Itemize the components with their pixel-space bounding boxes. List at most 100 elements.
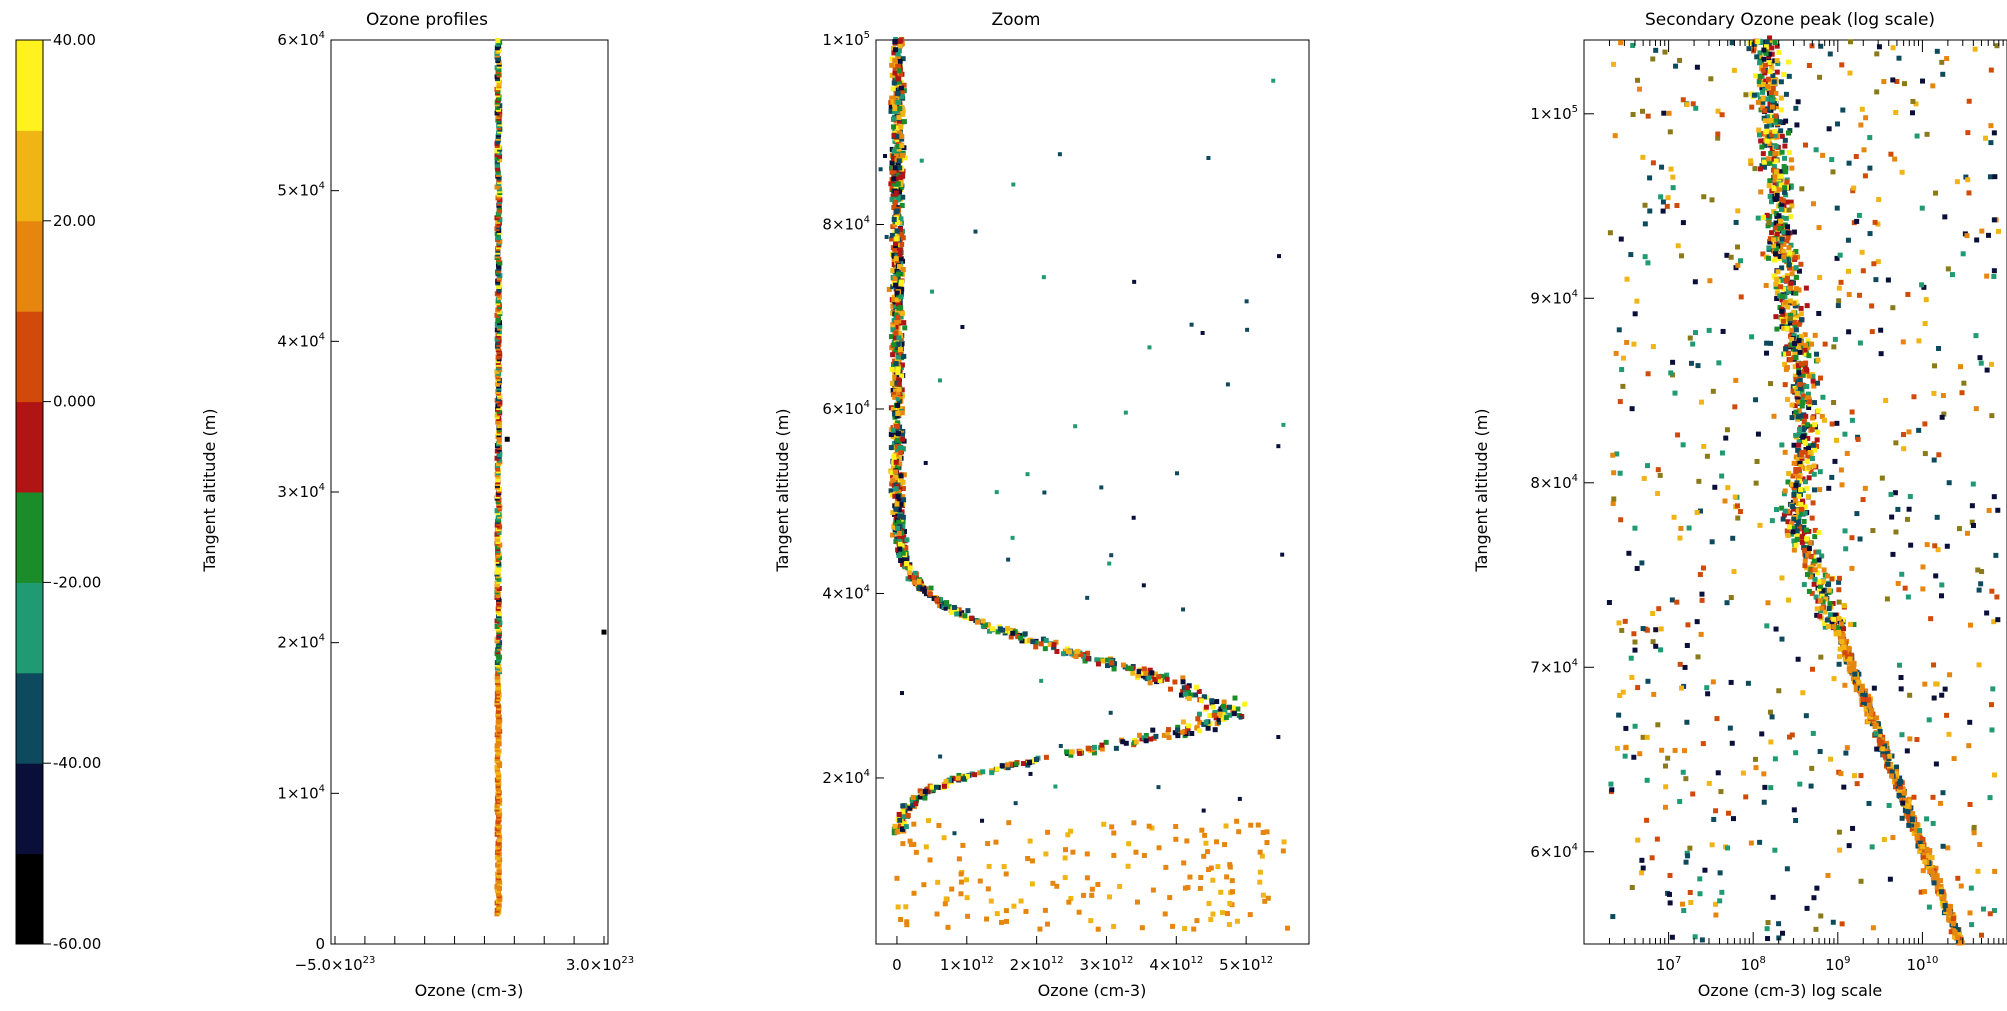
data-point bbox=[1920, 844, 1926, 850]
data-point bbox=[1764, 926, 1770, 932]
data-point bbox=[894, 501, 900, 507]
data-point bbox=[1819, 605, 1825, 611]
y-tick-label-exponent: 4 bbox=[1572, 842, 1578, 853]
data-point bbox=[1798, 506, 1804, 512]
data-point bbox=[1905, 594, 1911, 600]
data-point bbox=[1018, 898, 1024, 904]
data-point bbox=[1959, 390, 1965, 396]
data-point bbox=[1061, 651, 1067, 657]
data-point bbox=[1931, 695, 1937, 701]
data-point bbox=[1792, 364, 1798, 370]
colorbar-band bbox=[16, 763, 43, 855]
data-point bbox=[1843, 546, 1849, 552]
data-point bbox=[1797, 378, 1803, 384]
data-point bbox=[1811, 895, 1817, 901]
data-point bbox=[1846, 645, 1852, 651]
data-point bbox=[1849, 535, 1855, 541]
data-point bbox=[1789, 251, 1795, 257]
data-point bbox=[1979, 932, 1985, 938]
data-point bbox=[1784, 866, 1790, 872]
data-point bbox=[1795, 447, 1801, 453]
data-point bbox=[1918, 835, 1924, 841]
x-tick-label-exponent: 12 bbox=[1191, 955, 1204, 966]
data-point bbox=[1900, 794, 1906, 800]
data-point bbox=[1802, 332, 1808, 338]
data-point bbox=[1825, 573, 1831, 579]
data-point bbox=[1809, 426, 1815, 432]
data-point bbox=[884, 234, 889, 239]
data-point bbox=[1760, 82, 1766, 88]
data-point bbox=[958, 891, 964, 897]
data-point bbox=[1969, 922, 1975, 928]
data-point bbox=[1757, 166, 1763, 172]
data-point bbox=[1815, 357, 1821, 363]
data-point bbox=[1779, 149, 1785, 155]
data-point bbox=[1860, 699, 1866, 705]
data-point bbox=[1659, 164, 1665, 170]
data-point bbox=[1619, 627, 1625, 633]
data-point bbox=[1765, 223, 1771, 229]
data-point bbox=[1989, 361, 1995, 367]
data-point bbox=[894, 79, 900, 85]
data-point bbox=[1705, 691, 1711, 697]
data-point bbox=[1884, 740, 1890, 746]
data-point bbox=[1765, 936, 1771, 942]
data-point bbox=[1147, 345, 1152, 350]
data-point bbox=[1808, 783, 1814, 789]
data-point bbox=[1793, 274, 1799, 280]
data-point bbox=[1257, 849, 1263, 855]
data-point bbox=[1923, 297, 1929, 303]
x-tick-label: −5.0×1023 bbox=[295, 955, 376, 974]
data-point bbox=[915, 582, 921, 588]
data-point bbox=[1776, 150, 1782, 156]
data-point bbox=[1610, 452, 1616, 458]
data-point bbox=[1824, 617, 1830, 623]
data-point bbox=[1913, 101, 1919, 107]
data-point bbox=[1111, 666, 1117, 672]
data-point bbox=[1767, 160, 1773, 166]
data-point bbox=[1760, 151, 1766, 157]
data-point bbox=[1671, 514, 1677, 520]
data-point bbox=[1690, 101, 1696, 107]
data-point bbox=[1793, 482, 1799, 488]
data-point bbox=[1990, 686, 1996, 692]
data-point bbox=[895, 525, 901, 531]
data-point bbox=[1695, 363, 1701, 369]
data-point bbox=[1149, 670, 1155, 676]
data-point bbox=[964, 895, 970, 901]
data-point bbox=[900, 56, 906, 62]
data-point bbox=[1089, 892, 1095, 898]
data-point bbox=[1947, 672, 1953, 678]
data-point bbox=[1108, 710, 1113, 715]
data-point bbox=[922, 788, 928, 794]
data-point bbox=[893, 520, 899, 526]
data-point bbox=[919, 791, 925, 797]
data-point bbox=[1281, 422, 1286, 427]
data-point bbox=[1044, 921, 1050, 927]
data-point bbox=[1655, 467, 1661, 473]
data-point bbox=[1753, 397, 1759, 403]
data-point bbox=[1849, 417, 1855, 423]
data-point bbox=[1042, 646, 1048, 652]
data-point bbox=[1987, 911, 1993, 917]
data-point bbox=[1769, 714, 1775, 720]
data-point bbox=[1892, 490, 1898, 496]
data-point bbox=[1956, 526, 1962, 532]
data-point bbox=[1801, 518, 1807, 524]
data-point bbox=[1751, 45, 1757, 51]
data-point bbox=[1853, 154, 1859, 160]
data-point bbox=[1726, 810, 1732, 816]
data-point bbox=[1877, 732, 1883, 738]
data-point bbox=[890, 352, 896, 358]
data-point bbox=[895, 82, 901, 88]
data-point bbox=[1180, 679, 1186, 685]
data-point bbox=[1123, 410, 1128, 415]
data-point bbox=[1815, 570, 1821, 576]
data-point bbox=[1772, 756, 1778, 762]
data-point bbox=[1150, 887, 1156, 893]
data-point bbox=[1100, 658, 1106, 664]
data-point bbox=[1214, 699, 1220, 705]
data-point bbox=[1774, 507, 1780, 513]
data-point bbox=[892, 39, 898, 45]
data-point bbox=[1922, 451, 1928, 457]
